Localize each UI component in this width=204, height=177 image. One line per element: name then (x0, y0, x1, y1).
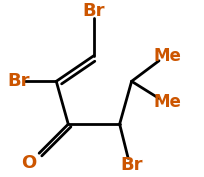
Text: Br: Br (82, 2, 105, 20)
Text: Br: Br (7, 72, 30, 90)
Text: Br: Br (120, 156, 142, 174)
Text: Me: Me (153, 93, 181, 111)
Text: O: O (21, 155, 36, 173)
Text: Me: Me (153, 47, 181, 65)
